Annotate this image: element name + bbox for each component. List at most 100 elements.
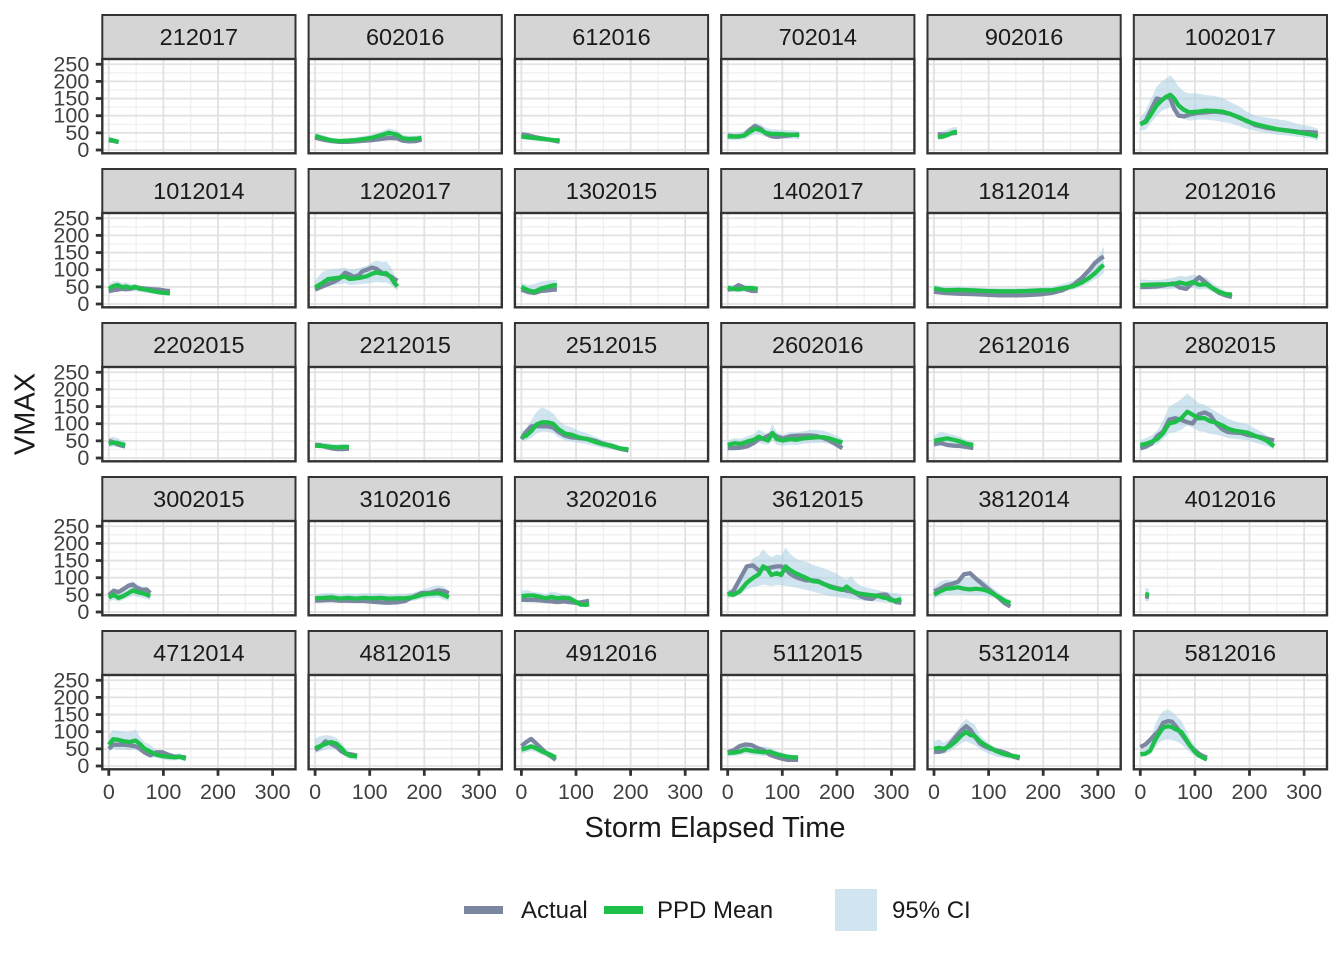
y-tick-label: 250 xyxy=(53,206,89,230)
x-tick-label: 0 xyxy=(928,780,940,804)
x-tick-label: 100 xyxy=(145,780,181,804)
panel-border xyxy=(1132,211,1329,309)
facet-strip xyxy=(513,14,710,60)
panel-border xyxy=(101,211,297,309)
facet-label: 2012016 xyxy=(1185,178,1277,204)
panel-border xyxy=(720,211,916,309)
panel-border xyxy=(926,365,1122,463)
x-tick-label: 300 xyxy=(1286,780,1322,804)
y-tick-label: 150 xyxy=(53,549,89,573)
y-tick-label: 150 xyxy=(53,87,89,111)
ppd-mean-line xyxy=(1144,592,1150,597)
facet-strip xyxy=(513,476,710,522)
facet-label: 212017 xyxy=(160,24,238,50)
facet-strip xyxy=(307,14,503,60)
panel-border xyxy=(307,519,504,617)
ppd-mean-line xyxy=(933,263,1106,294)
ppd-mean-line xyxy=(107,588,152,601)
facet-label: 5112015 xyxy=(773,640,863,666)
facet-label: 1012014 xyxy=(153,178,245,204)
x-tick-label: 200 xyxy=(819,780,855,804)
panel-background xyxy=(308,675,502,770)
facet-label: 4912016 xyxy=(566,640,658,666)
facet-strip xyxy=(720,322,916,368)
facet-panel: 4812015 0 100 200 300 xyxy=(307,630,504,804)
facet-panel: 1402017 xyxy=(720,168,916,309)
y-tick-label: 0 xyxy=(77,292,89,316)
facet-panel: 702014 xyxy=(720,14,916,155)
facet-label: 1812014 xyxy=(978,178,1070,204)
y-tick-label: 0 xyxy=(77,600,89,624)
panel-border xyxy=(101,57,297,155)
facet-strip xyxy=(101,630,297,676)
facet-strip xyxy=(926,168,1122,214)
ppd-mean-line xyxy=(520,282,558,294)
facet-strip xyxy=(720,630,916,676)
facet-panel: 3812014 xyxy=(926,476,1122,617)
facet-strip xyxy=(720,476,916,522)
facet-panel: 2012016 xyxy=(1132,168,1329,309)
facet-label: 2202015 xyxy=(153,332,245,358)
x-tick-label: 200 xyxy=(1232,780,1268,804)
ppd-mean-line xyxy=(314,443,350,450)
facet-label: 3002015 xyxy=(153,486,245,512)
y-tick-label: 200 xyxy=(53,685,89,709)
x-axis-title: Storm Elapsed Time xyxy=(584,812,846,844)
panel-border xyxy=(307,57,504,155)
facet-label: 2602016 xyxy=(772,332,864,358)
facet-panel: 4012016 xyxy=(1132,476,1329,617)
y-tick-label: 250 xyxy=(53,360,89,384)
ppd-mean-line xyxy=(1140,279,1233,297)
x-tick-label: 100 xyxy=(971,780,1007,804)
x-tick-label: 0 xyxy=(515,780,527,804)
facet-panel: 902016 xyxy=(926,14,1122,155)
y-tick-label: 200 xyxy=(53,223,89,247)
panel-background xyxy=(102,213,296,308)
facet-panel: 612016 xyxy=(513,14,710,155)
facet-strip xyxy=(926,14,1122,60)
y-tick-label: 0 xyxy=(77,754,89,778)
facet-label: 2512015 xyxy=(566,332,658,358)
ppd-mean-line xyxy=(937,129,958,140)
ppd-mean-line xyxy=(727,564,902,603)
facet-label: 902016 xyxy=(985,24,1063,50)
facet-panel: 2602016 xyxy=(720,322,916,463)
x-tick-label: 100 xyxy=(1177,780,1213,804)
y-tick-label: 150 xyxy=(53,241,89,265)
facet-panel: 602016 xyxy=(307,14,504,155)
facet-panel: 4912016 0 100 200 300 xyxy=(513,630,710,804)
facet-label: 2212015 xyxy=(359,332,451,358)
panel-background xyxy=(721,59,915,154)
ppd-mean-line xyxy=(521,134,560,143)
facet-strip xyxy=(307,168,503,214)
ppd-mean-line xyxy=(933,436,974,448)
facet-label: 4812015 xyxy=(359,640,451,666)
facet-label: 1002017 xyxy=(1185,24,1277,50)
y-tick-label: 250 xyxy=(53,514,89,538)
panel-border xyxy=(307,211,504,309)
ppd-mean-line xyxy=(314,739,358,759)
facet-strip xyxy=(1132,476,1329,522)
panel-background xyxy=(927,59,1121,154)
panel-border xyxy=(1132,673,1329,771)
y-axis-title: VMAX xyxy=(9,372,42,456)
facet-strip xyxy=(926,322,1122,368)
facet-label: 4712014 xyxy=(153,640,245,666)
facet-label: 3102016 xyxy=(359,486,451,512)
panel-background xyxy=(102,675,296,770)
panel-background xyxy=(102,367,296,462)
facet-strip xyxy=(101,476,297,522)
y-tick-label: 100 xyxy=(53,104,89,128)
ppd-mean-line xyxy=(521,593,590,607)
panel-border xyxy=(307,365,504,463)
panel-border xyxy=(513,211,710,309)
ci-ribbon xyxy=(727,547,902,605)
panel-border xyxy=(101,519,297,617)
y-tick-label: 0 xyxy=(77,446,89,470)
facet-panel: 5812016 0 100 200 300 xyxy=(1132,630,1329,804)
panel-border xyxy=(513,519,710,617)
panel-border xyxy=(926,211,1122,309)
